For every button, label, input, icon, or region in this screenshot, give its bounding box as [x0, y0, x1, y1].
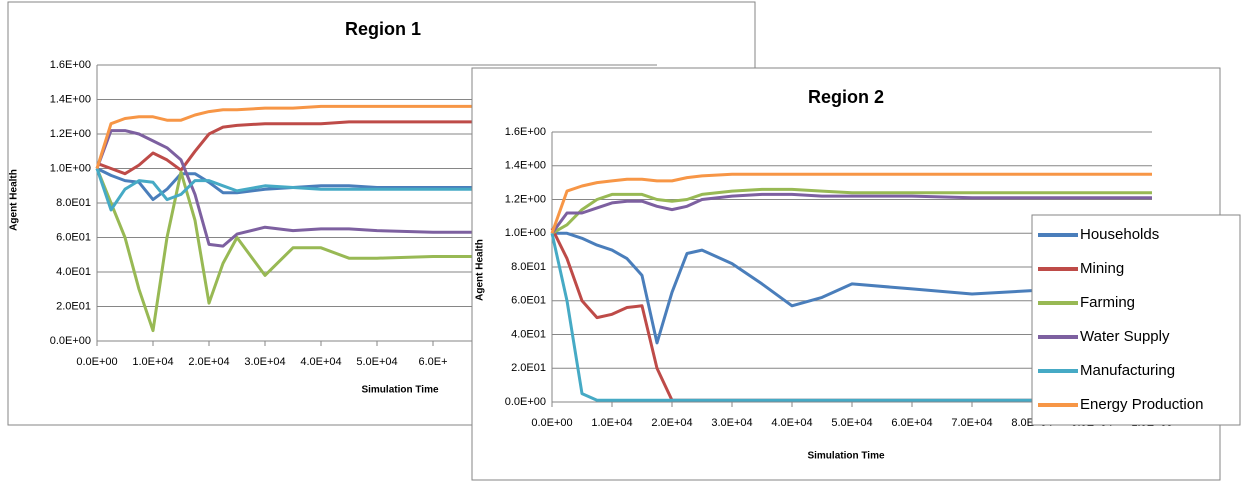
legend-label: Mining — [1080, 260, 1124, 277]
y-tick-label: 6.0E01 — [511, 295, 546, 307]
y-tick-label: 1.4E+00 — [505, 160, 546, 172]
y-tick-label: 4.0E01 — [511, 328, 546, 340]
legend-label: Energy Production — [1080, 396, 1203, 413]
series-line — [552, 231, 1152, 345]
x-tick-label: 3.0E+04 — [244, 356, 285, 368]
series-line — [550, 192, 1152, 235]
x-axis-title: Simulation Time — [361, 385, 438, 396]
series-line — [96, 167, 657, 202]
series-line — [95, 168, 657, 212]
y-tick-label: 1.4E+00 — [50, 93, 91, 105]
legend-label: Households — [1080, 226, 1159, 243]
x-tick-label: 6.0E+ — [418, 356, 447, 368]
x-tick-label: 6.0E+04 — [891, 417, 932, 429]
series-line — [95, 104, 657, 169]
y-tick-label: 2.0E01 — [56, 300, 91, 312]
x-tick-label: 1.0E+04 — [132, 356, 173, 368]
y-tick-label: 0.0E+00 — [50, 335, 91, 347]
y-tick-label: 1.2E+00 — [505, 193, 546, 205]
y-tick-label: 0.0E+00 — [505, 396, 546, 408]
y-axis-title: Agent Health — [475, 239, 486, 301]
y-tick-label: 1.0E+00 — [50, 162, 91, 174]
y-tick-label: 2.0E01 — [511, 362, 546, 374]
y-tick-label: 1.6E+00 — [505, 126, 546, 138]
legend-label: Manufacturing — [1080, 362, 1175, 379]
x-tick-label: 3.0E+04 — [711, 417, 752, 429]
y-tick-label: 1.0E+00 — [505, 227, 546, 239]
series-line — [95, 129, 657, 248]
series-line — [96, 120, 657, 176]
y-tick-label: 4.0E01 — [56, 266, 91, 278]
x-tick-label: 4.0E+04 — [771, 417, 812, 429]
x-axis-title: Simulation Time — [807, 451, 884, 462]
legend-label: Water Supply — [1080, 328, 1170, 345]
series-line — [550, 232, 1152, 402]
series-line — [550, 172, 1152, 234]
x-tick-label: 0.0E+00 — [76, 356, 117, 368]
x-tick-label: 2.0E+04 — [651, 417, 692, 429]
chart-title: Region 1 — [345, 19, 421, 39]
x-tick-label: 7.0E+04 — [951, 417, 992, 429]
y-tick-label: 1.2E+00 — [50, 128, 91, 140]
x-tick-label: 0.0E+00 — [531, 417, 572, 429]
series-line — [95, 167, 657, 333]
y-axis-title: Agent Health — [9, 169, 20, 231]
y-tick-label: 1.6E+00 — [50, 59, 91, 71]
x-tick-label: 5.0E+04 — [356, 356, 397, 368]
chart-title: Region 2 — [808, 87, 884, 107]
y-tick-label: 8.0E01 — [56, 197, 91, 209]
x-tick-label: 5.0E+04 — [831, 417, 872, 429]
series-line — [551, 187, 1152, 235]
x-tick-label: 1.0E+04 — [591, 417, 632, 429]
y-tick-label: 6.0E01 — [56, 231, 91, 243]
legend: Households Mining Farming Water Supply Manuf… — [1031, 214, 1241, 426]
legend-label: Farming — [1080, 294, 1135, 311]
x-tick-label: 2.0E+04 — [188, 356, 229, 368]
chart: Region 2 0.0E+00 2.0E01 4.0E01 6.0E01 8.0E01 1… — [471, 67, 1241, 481]
legend-box — [1031, 214, 1241, 426]
y-tick-label: 8.0E01 — [511, 261, 546, 273]
x-tick-label: 4.0E+04 — [300, 356, 341, 368]
